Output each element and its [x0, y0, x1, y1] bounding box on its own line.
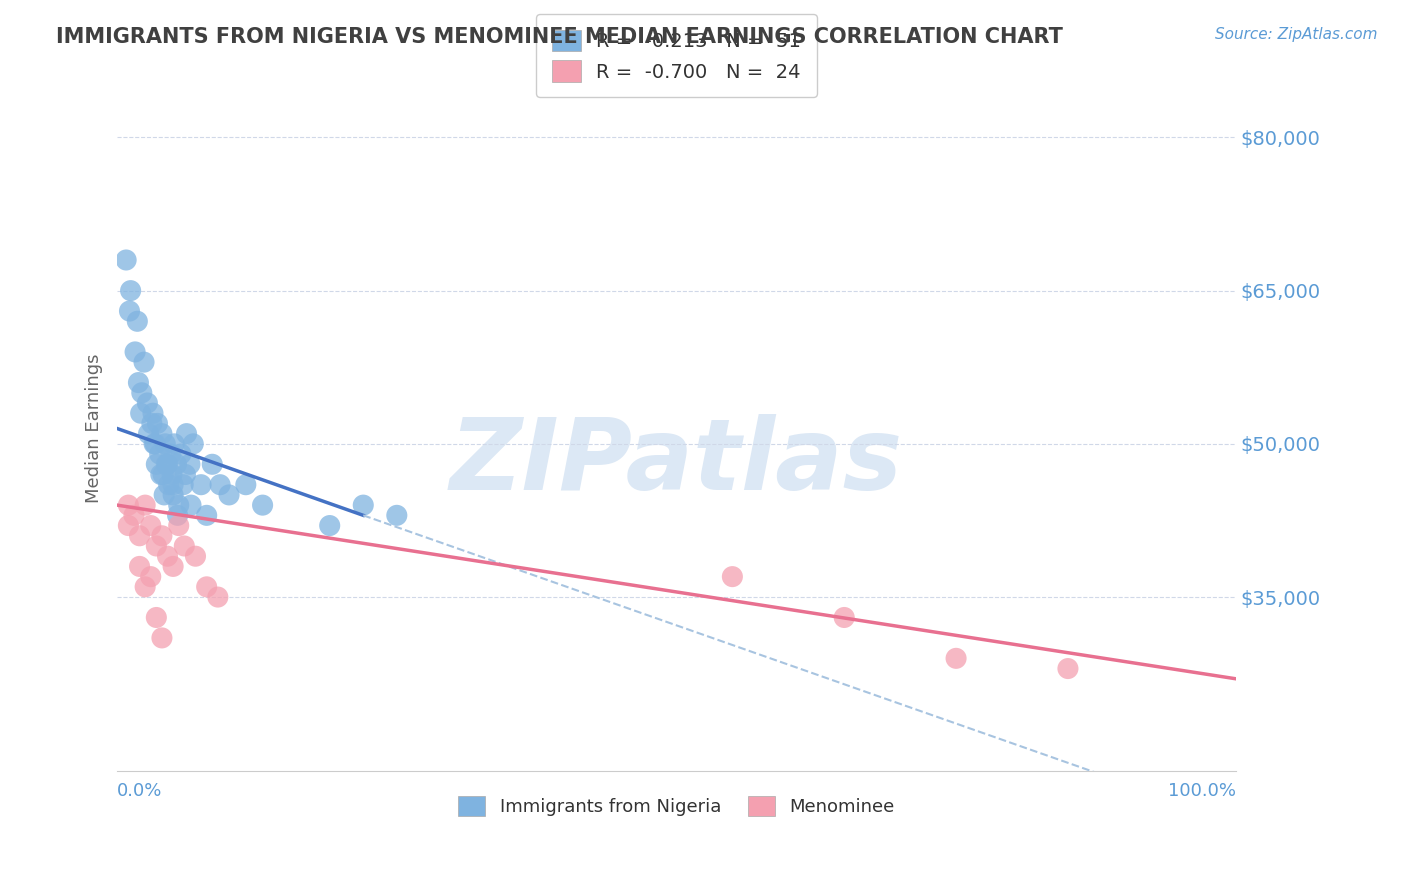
- Point: [120, 284, 142, 298]
- Point: [167, 518, 190, 533]
- Point: [160, 467, 183, 482]
- Point: [190, 477, 212, 491]
- Point: [150, 426, 173, 441]
- Point: [179, 457, 201, 471]
- Point: [118, 304, 141, 318]
- Point: [1057, 661, 1080, 675]
- Point: [127, 314, 149, 328]
- Point: [152, 467, 174, 482]
- Point: [150, 529, 173, 543]
- Point: [128, 559, 150, 574]
- Point: [149, 447, 172, 461]
- Point: [167, 498, 190, 512]
- Point: [184, 549, 207, 564]
- Point: [176, 426, 198, 441]
- Point: [145, 539, 167, 553]
- Point: [207, 590, 229, 604]
- Point: [145, 457, 167, 471]
- Point: [172, 477, 194, 491]
- Point: [139, 569, 162, 583]
- Point: [138, 426, 160, 441]
- Text: 0.0%: 0.0%: [117, 782, 163, 800]
- Point: [153, 488, 176, 502]
- Point: [832, 610, 855, 624]
- Point: [146, 417, 169, 431]
- Point: [115, 252, 138, 267]
- Point: [166, 457, 188, 471]
- Point: [209, 477, 232, 491]
- Legend: Immigrants from Nigeria, Menominee: Immigrants from Nigeria, Menominee: [451, 789, 903, 823]
- Point: [132, 355, 155, 369]
- Point: [117, 498, 139, 512]
- Point: [162, 477, 184, 491]
- Point: [181, 437, 204, 451]
- Text: ZIPatlas: ZIPatlas: [450, 414, 903, 511]
- Point: [143, 437, 166, 451]
- Point: [166, 508, 188, 523]
- Point: [252, 498, 274, 512]
- Point: [218, 488, 240, 502]
- Point: [162, 559, 184, 574]
- Point: [173, 539, 195, 553]
- Point: [195, 508, 218, 523]
- Point: [160, 447, 183, 461]
- Point: [150, 631, 173, 645]
- Point: [127, 376, 149, 390]
- Point: [156, 549, 179, 564]
- Point: [117, 518, 139, 533]
- Point: [142, 406, 165, 420]
- Point: [122, 508, 145, 523]
- Point: [235, 477, 257, 491]
- Point: [721, 569, 744, 583]
- Point: [128, 529, 150, 543]
- Point: [155, 437, 177, 451]
- Point: [136, 396, 159, 410]
- Point: [141, 417, 163, 431]
- Point: [170, 447, 193, 461]
- Point: [131, 385, 153, 400]
- Point: [162, 488, 184, 502]
- Point: [156, 457, 179, 471]
- Point: [124, 345, 146, 359]
- Point: [180, 498, 202, 512]
- Point: [149, 467, 172, 482]
- Point: [163, 437, 186, 451]
- Point: [134, 498, 156, 512]
- Text: 100.0%: 100.0%: [1168, 782, 1236, 800]
- Point: [157, 477, 180, 491]
- Point: [385, 508, 408, 523]
- Point: [129, 406, 152, 420]
- Point: [352, 498, 374, 512]
- Y-axis label: Median Earnings: Median Earnings: [86, 354, 103, 503]
- Point: [143, 437, 166, 451]
- Point: [155, 457, 177, 471]
- Text: Source: ZipAtlas.com: Source: ZipAtlas.com: [1215, 27, 1378, 42]
- Point: [174, 467, 197, 482]
- Point: [139, 518, 162, 533]
- Text: IMMIGRANTS FROM NIGERIA VS MENOMINEE MEDIAN EARNINGS CORRELATION CHART: IMMIGRANTS FROM NIGERIA VS MENOMINEE MED…: [56, 27, 1063, 46]
- Point: [195, 580, 218, 594]
- Point: [145, 610, 167, 624]
- Point: [201, 457, 224, 471]
- Point: [945, 651, 967, 665]
- Point: [134, 580, 156, 594]
- Point: [319, 518, 342, 533]
